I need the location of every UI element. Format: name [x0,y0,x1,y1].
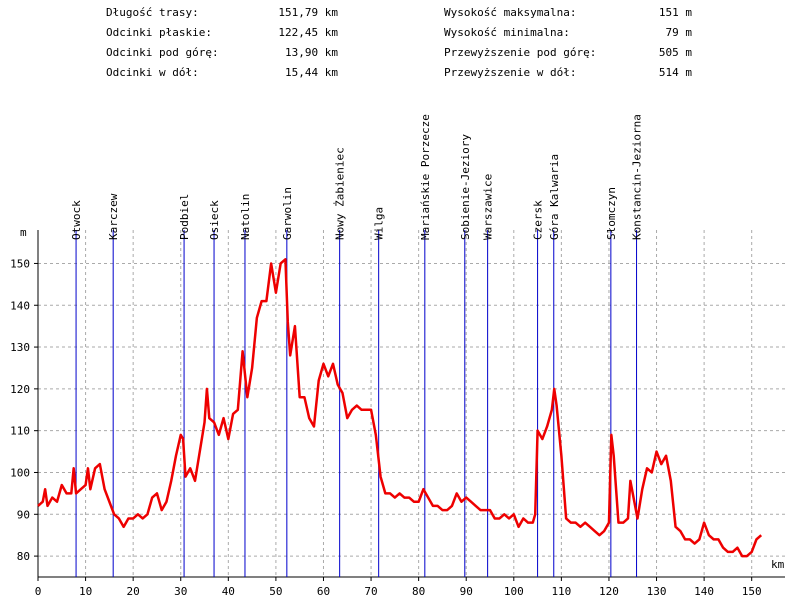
y-tick-label: 80 [17,550,30,563]
stat-label: Przewyższenie pod górę: [444,46,596,59]
place-label: Mariańskie Porzecze [419,114,432,240]
x-tick-label: 110 [551,585,571,598]
x-tick-label: 60 [317,585,330,598]
place-label: Natolin [239,194,252,240]
stat-label: Wysokość minimalna: [444,26,570,39]
y-axis-label: m [20,226,27,239]
x-axis-label: km [771,558,785,571]
y-tick-label: 150 [10,257,30,270]
x-tick-label: 50 [269,585,282,598]
place-label: Sobienie-Jeziory [459,134,472,240]
place-label: Góra Kalwaria [548,154,561,240]
stat-value: 505 m [659,46,692,59]
y-tick-label: 90 [17,508,30,521]
x-tick-label: 90 [460,585,473,598]
place-label: Słomczyn [605,187,618,240]
x-tick-label: 130 [647,585,667,598]
place-label: Nowy Żabieniec [334,147,347,240]
place-label: Otwock [70,200,83,240]
place-label: Czersk [532,200,545,240]
stat-label: Odcinki pod górę: [106,46,219,59]
place-label: Warszawice [482,174,495,240]
stat-value: 122,45 km [278,26,338,39]
x-tick-label: 10 [79,585,92,598]
stat-label: Odcinki płaskie: [106,26,212,39]
stat-value: 151,79 km [278,6,338,19]
x-tick-label: 100 [504,585,524,598]
y-tick-label: 110 [10,425,30,438]
stat-label: Wysokość maksymalna: [444,6,576,19]
place-label: Osieck [208,200,221,240]
y-tick-label: 130 [10,341,30,354]
place-label: Podbiel [178,194,191,240]
place-label: Karczew [107,193,120,240]
place-label: Wilga [373,207,386,240]
stat-value: 13,90 km [285,46,338,59]
place-label: Garwolin [281,187,294,240]
stat-value: 79 m [666,26,693,39]
y-tick-label: 100 [10,466,30,479]
y-tick-label: 120 [10,383,30,396]
stat-label: Przewyższenie w dół: [444,66,576,79]
x-tick-label: 70 [364,585,377,598]
stat-value: 151 m [659,6,692,19]
x-tick-label: 20 [127,585,140,598]
elevation-line [37,258,763,558]
x-tick-label: 140 [694,585,714,598]
stat-value: 15,44 km [285,66,338,79]
stat-value: 514 m [659,66,692,79]
stat-label: Odcinki w dół: [106,66,199,79]
place-label: Konstancin-Jeziorna [631,114,644,240]
y-tick-label: 140 [10,299,30,312]
x-tick-label: 0 [35,585,42,598]
x-tick-label: 120 [599,585,619,598]
x-tick-label: 80 [412,585,425,598]
x-tick-label: 150 [742,585,762,598]
x-tick-label: 30 [174,585,187,598]
x-tick-label: 40 [222,585,235,598]
stat-label: Długość trasy: [106,6,199,19]
